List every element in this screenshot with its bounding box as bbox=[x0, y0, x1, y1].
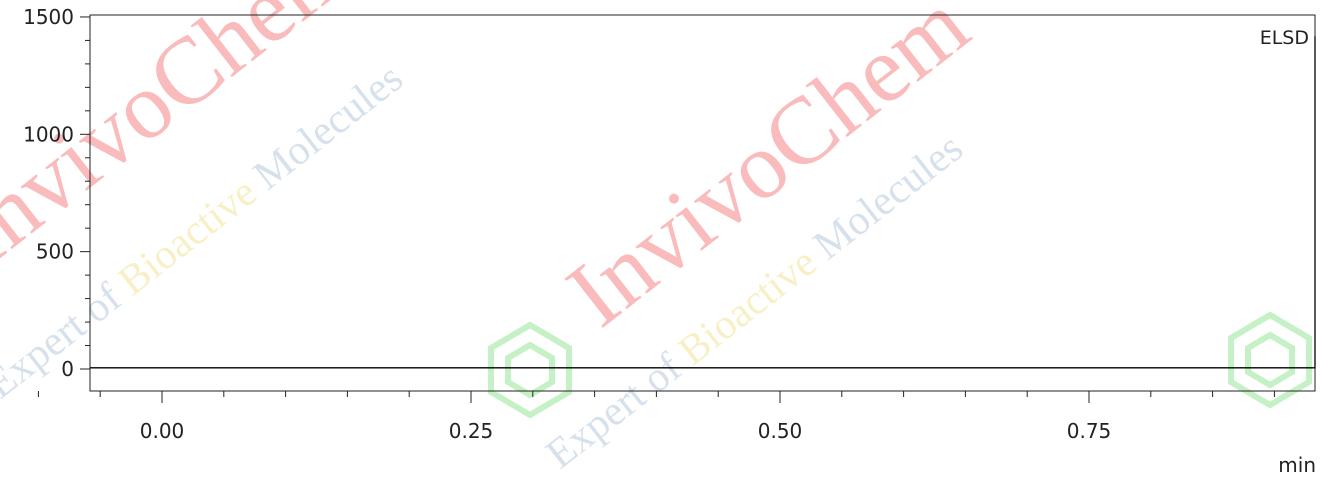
y-tick-label: 1000 bbox=[23, 122, 74, 146]
x-tick-label: 0.25 bbox=[449, 419, 494, 443]
watermark-logo-icon bbox=[1228, 311, 1312, 409]
detector-label: ELSD bbox=[1260, 27, 1309, 49]
y-tick-label: 1500 bbox=[23, 5, 74, 29]
x-tick-label: 0.75 bbox=[1067, 419, 1112, 443]
x-axis-unit-label: min bbox=[1278, 453, 1316, 477]
y-tick-label: 0 bbox=[61, 357, 74, 381]
x-tick-label: 0.00 bbox=[140, 419, 185, 443]
x-tick-label: 0.50 bbox=[758, 419, 803, 443]
chromatogram-trace bbox=[90, 36, 1316, 369]
y-tick-label: 500 bbox=[36, 240, 74, 264]
x-axis: 0.000.250.500.751.001.251.501.75 bbox=[37, 391, 1275, 443]
y-axis: 0 500 1000 1500 bbox=[23, 5, 90, 381]
watermark-logo-icon bbox=[488, 321, 572, 419]
